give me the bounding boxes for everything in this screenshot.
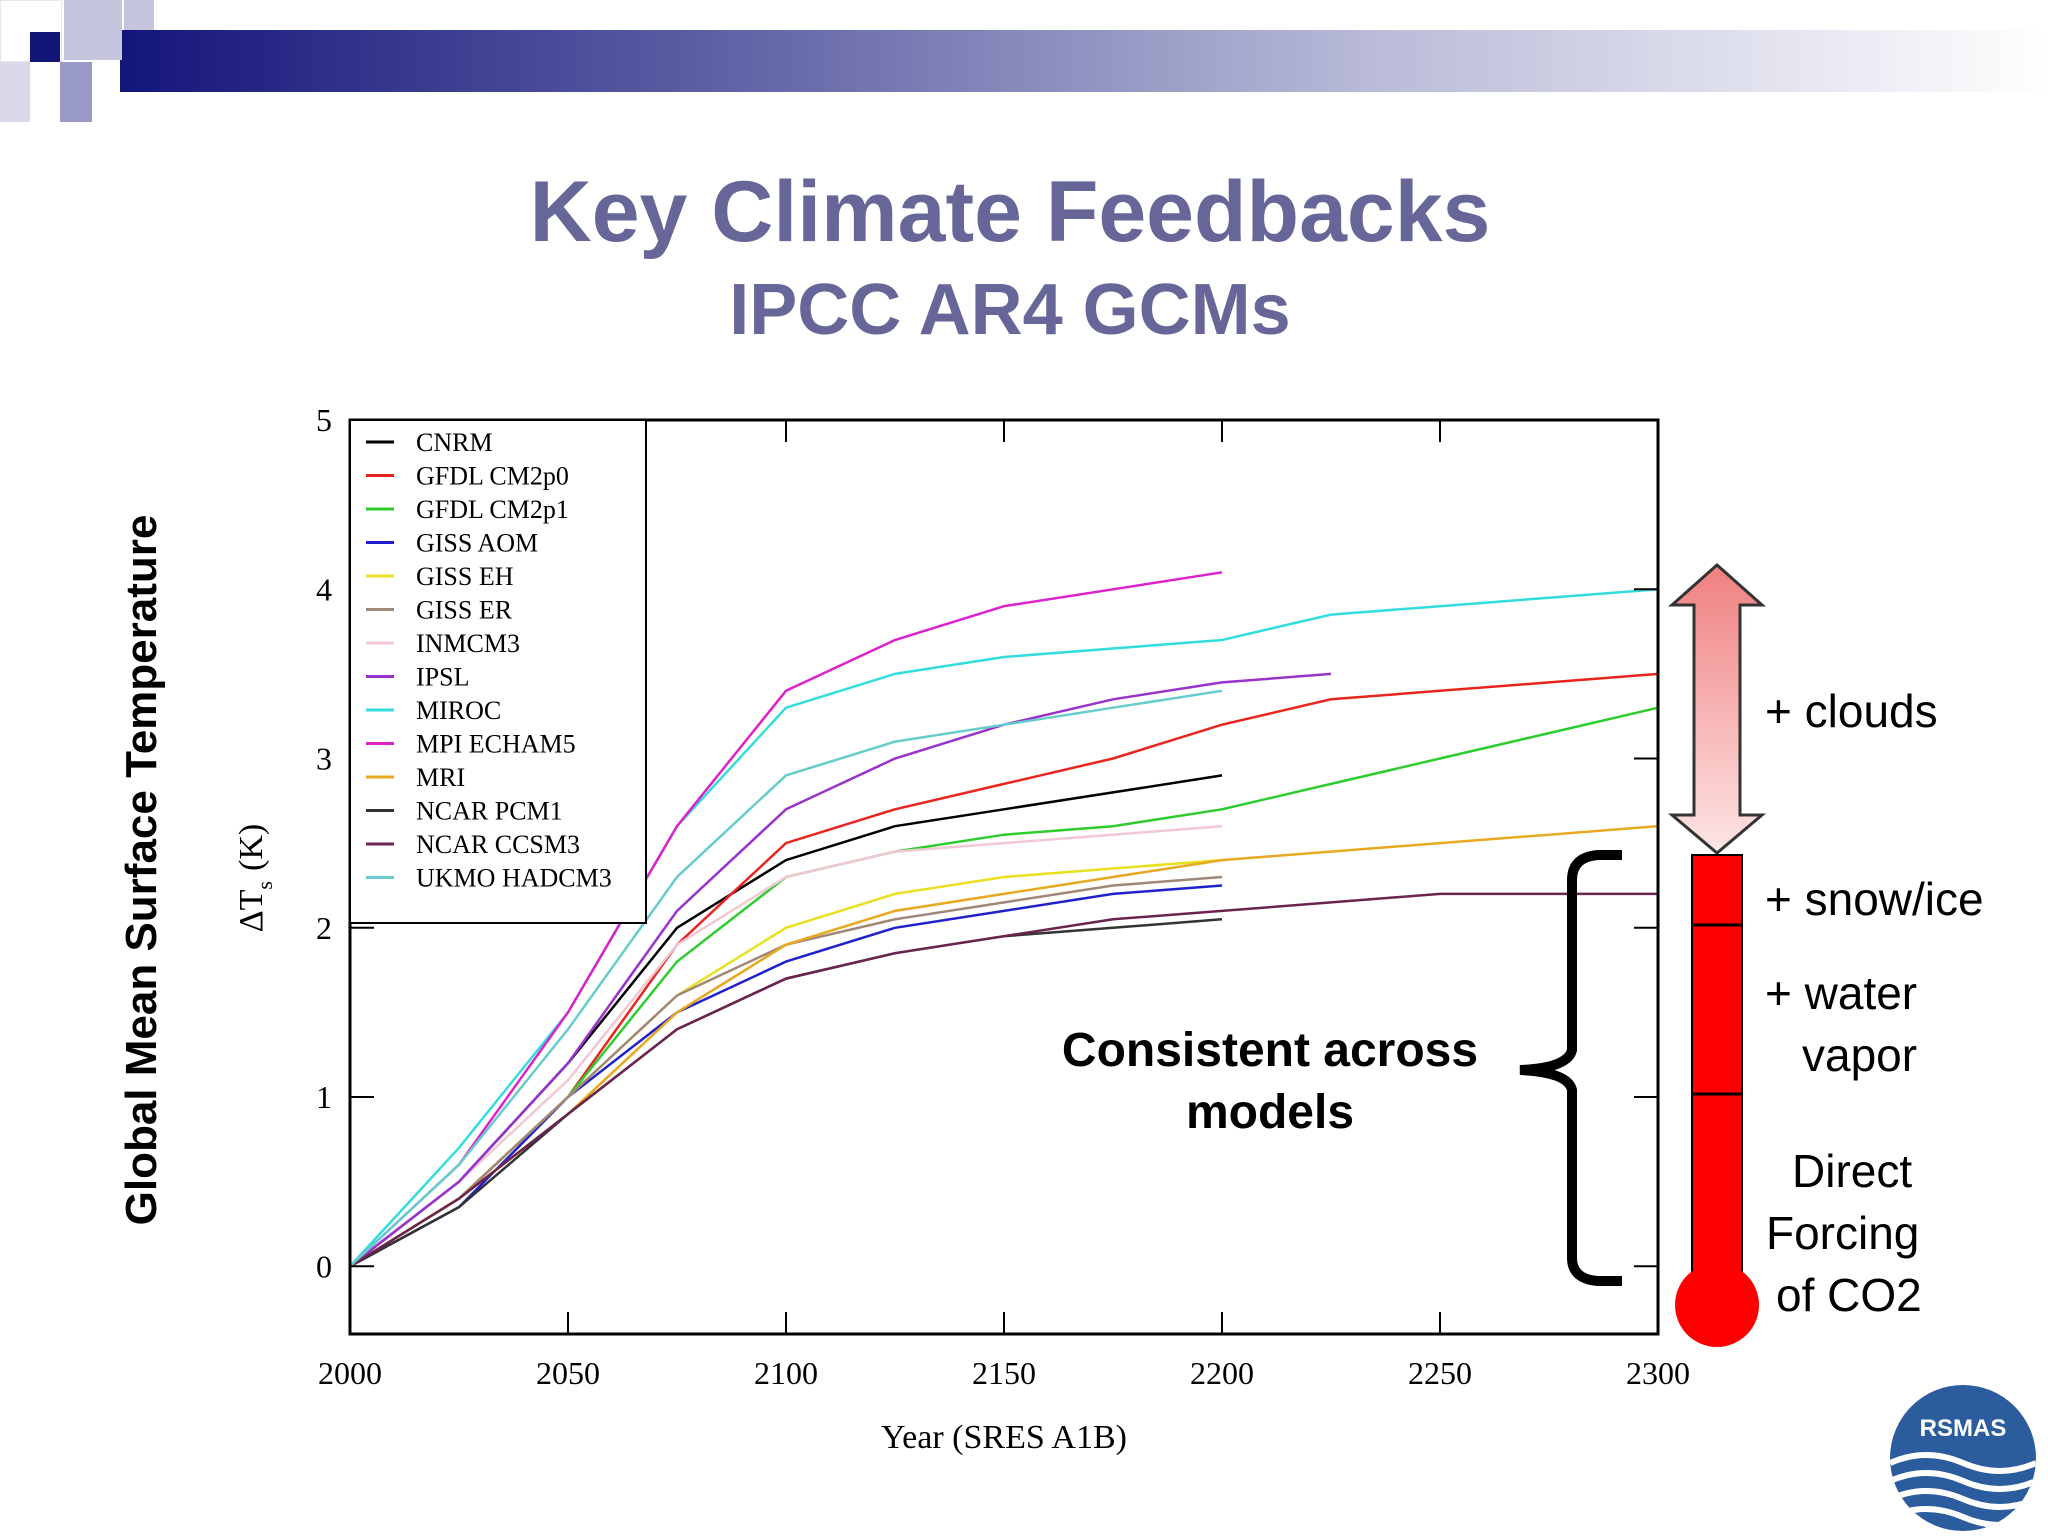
legend-entry: UKMO HADCM3 — [416, 864, 612, 893]
legend-entry: GISS AOM — [416, 529, 538, 558]
y-tick-label: 1 — [316, 1079, 332, 1115]
consistent-line-1: Consistent across — [1061, 1024, 1479, 1077]
legend-entry: NCAR PCM1 — [416, 797, 563, 826]
legend-entry: INMCM3 — [416, 629, 520, 658]
y-tick-label: 4 — [316, 571, 332, 607]
y-axis-label: ΔTs (K) — [233, 824, 277, 932]
header-square-mid — [60, 62, 92, 122]
axis-ticks: 2000 2050 2100 2150 2200 2250 2300 0 1 2 3 4 5 — [316, 402, 1690, 1391]
legend-entry: GFDL CM2p1 — [416, 495, 569, 524]
series-line-ncar-ccsm3 — [349, 892, 1658, 1268]
header-square-mid — [0, 62, 30, 122]
series-line-ipsl — [349, 672, 1332, 1268]
slide-subtitle: IPCC AR4 GCMs — [729, 270, 1291, 350]
legend-entry: MPI ECHAM5 — [416, 730, 576, 759]
thermometer-tube — [1691, 854, 1743, 1296]
logo-text: RSMAS — [1919, 1415, 2007, 1442]
header-square-light — [124, 0, 154, 30]
consistency-brace — [1519, 850, 1622, 1286]
snow-ice-label: + snow/ice — [1765, 873, 1984, 925]
thermometer-bulb — [1675, 1263, 1759, 1347]
direct-forcing-label: Direct — [1792, 1145, 1913, 1197]
consistent-line-2: models — [1185, 1086, 1355, 1139]
header-gradient-bar — [120, 30, 2048, 92]
legend-entry: GFDL CM2p0 — [416, 462, 569, 491]
legend-entry: NCAR CCSM3 — [416, 830, 580, 859]
x-tick-label: 2250 — [1408, 1355, 1472, 1391]
x-tick-label: 2200 — [1190, 1355, 1254, 1391]
legend-entry: MRI — [416, 763, 465, 792]
y-tick-label: 0 — [316, 1248, 332, 1284]
header-square-light — [64, 0, 122, 60]
y-tick-label: 5 — [316, 402, 332, 438]
x-tick-label: 2100 — [754, 1355, 818, 1391]
header-square-dark — [30, 32, 60, 62]
y-tick-label: 2 — [316, 910, 332, 946]
y-axis-label-subscript: s — [252, 881, 277, 890]
legend-entry: GISS EH — [416, 562, 514, 591]
svg-text:ΔTs(K): ΔTs (K) — [233, 824, 277, 932]
legend-entry: IPSL — [416, 663, 469, 692]
x-tick-label: 2050 — [536, 1355, 600, 1391]
logo-waves-icon — [1890, 1452, 2036, 1528]
legend-entry: GISS ER — [416, 596, 513, 625]
x-axis-label: Year (SRES A1B) — [881, 1419, 1127, 1456]
clouds-label: + clouds — [1765, 685, 1938, 737]
y-axis-label-symbol: ΔT — [233, 889, 270, 932]
rsmas-logo: RSMAS — [1890, 1385, 2036, 1531]
direct-forcing-label: Forcing — [1766, 1207, 1920, 1259]
consistent-across-models-label: Consistent across models — [1000, 1020, 1540, 1144]
water-vapor-label: + water — [1765, 967, 1918, 1019]
slide-title: Key Climate Feedbacks — [529, 164, 1491, 260]
series-line-ukmo-hadcm3 — [349, 689, 1223, 1268]
legend-entry: CNRM — [416, 428, 493, 457]
plot-lines — [349, 571, 1659, 1268]
y-axis-label-unit: (K) — [233, 824, 270, 871]
y-tick-label: 3 — [316, 741, 332, 777]
legend: CNRM GFDL CM2p0 GFDL CM2p1 GISS AOM GISS EH G… — [349, 419, 647, 924]
clouds-double-arrow — [1667, 562, 1767, 855]
x-tick-label: 2000 — [318, 1355, 382, 1391]
x-tick-label: 2150 — [972, 1355, 1036, 1391]
legend-entry: MIROC — [416, 696, 501, 725]
x-tick-label: 2300 — [1626, 1355, 1690, 1391]
legend-box — [349, 419, 647, 924]
direct-forcing-label: of CO2 — [1776, 1269, 1922, 1321]
series-line-mpi-echam5 — [349, 571, 1223, 1268]
series-line-inmcm3 — [349, 824, 1223, 1268]
water-vapor-label: vapor — [1802, 1029, 1918, 1081]
